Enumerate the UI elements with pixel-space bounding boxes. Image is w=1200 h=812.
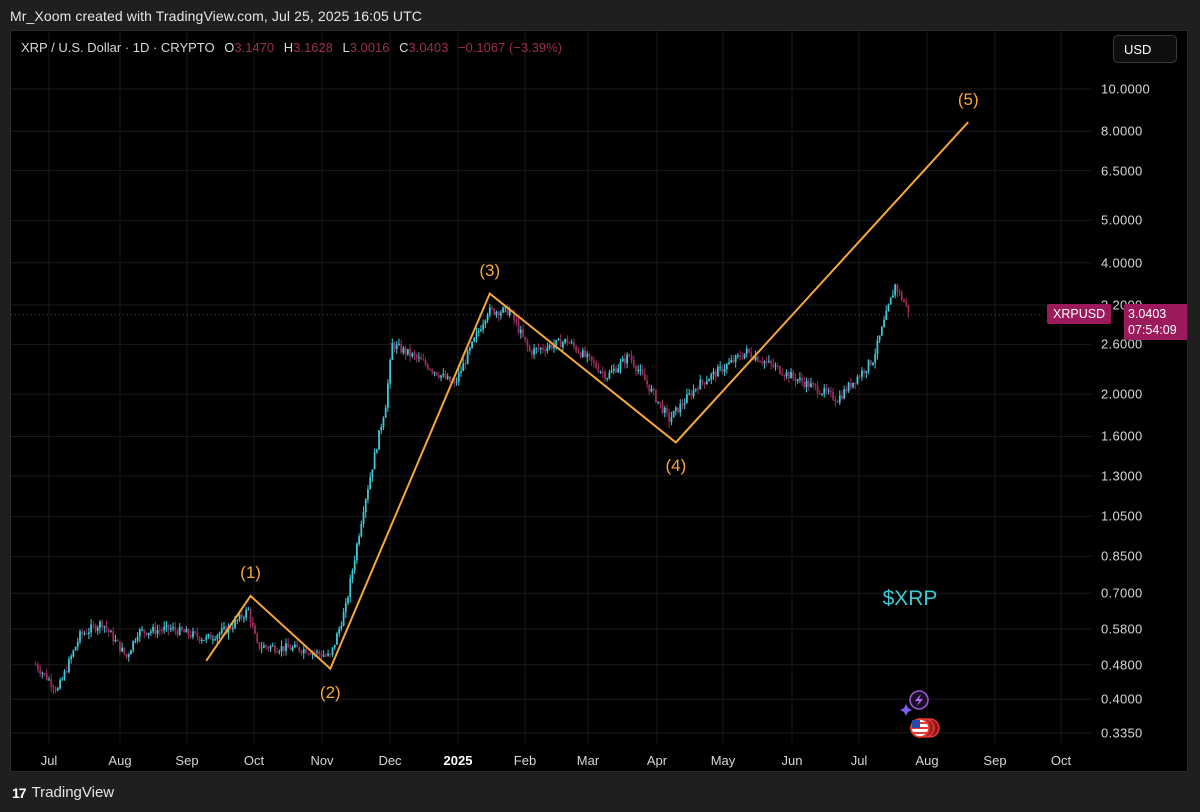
price-chart[interactable] [11, 31, 1188, 772]
price-tick: 1.6000 [1101, 428, 1143, 444]
open-label: O [224, 40, 235, 55]
time-tick: Dec [378, 753, 402, 768]
price-tick: 5.0000 [1101, 212, 1143, 228]
xrp-text-annotation[interactable]: $XRP [882, 587, 938, 610]
symbol-price-label: XRPUSD [1047, 304, 1112, 324]
low-label: L [342, 40, 350, 55]
bar-countdown: 07:54:09 [1128, 323, 1177, 337]
price-tick: 0.3350 [1101, 725, 1143, 741]
symbol-legend: XRP / U.S. Dollar · 1D · CRYPTO O3.1470 … [21, 40, 562, 55]
wave-label[interactable]: (5) [957, 90, 979, 110]
wave-label[interactable]: (3) [479, 260, 501, 280]
time-tick: Feb [513, 753, 537, 768]
time-tick: Apr [646, 753, 668, 768]
us-flag-icon[interactable] [910, 718, 940, 738]
time-tick: Oct [1050, 753, 1072, 768]
chart-caption: Mr_Xoom created with TradingView.com, Ju… [10, 8, 422, 24]
price-tick: 0.8500 [1101, 548, 1143, 564]
time-tick: Aug [108, 753, 132, 768]
price-tick: 10.0000 [1101, 81, 1151, 97]
candles [34, 283, 910, 695]
time-tick: Jul [40, 753, 58, 768]
price-tick: 0.7000 [1101, 585, 1143, 601]
event-markers[interactable] [894, 687, 944, 747]
tradingview-logo-icon: 17 [12, 784, 27, 801]
price-tick: 2.0000 [1101, 386, 1143, 402]
time-tick: May [710, 753, 736, 768]
currency-button[interactable]: USD [1113, 35, 1177, 63]
open-value: 3.1470 [234, 40, 275, 55]
price-tick: 0.4000 [1101, 691, 1143, 707]
wave-label[interactable]: (1) [240, 562, 261, 582]
time-tick: Sep [983, 753, 1007, 768]
time-tick: Jul [850, 753, 868, 768]
price-tick: 4.0000 [1101, 255, 1143, 271]
high-value: 3.1628 [293, 40, 333, 55]
price-tick: 8.0000 [1101, 123, 1143, 139]
time-tick: 2025 [443, 753, 473, 768]
wave-label[interactable]: (4) [665, 456, 687, 476]
time-tick: Jun [781, 753, 803, 768]
time-tick: Nov [310, 753, 334, 768]
time-tick: Aug [915, 753, 939, 768]
time-tick: Sep [175, 753, 199, 768]
high-label: H [283, 40, 294, 55]
time-tick: Mar [576, 753, 600, 768]
low-value: 3.0016 [349, 40, 390, 55]
last-price-label: 3.0403 07:54:09 [1124, 304, 1187, 340]
price-tick: 1.3000 [1101, 468, 1143, 484]
symbol-title: XRP / U.S. Dollar · 1D · CRYPTO [21, 40, 215, 55]
elliott-wave-line [205, 121, 969, 671]
price-tick: 0.4800 [1101, 657, 1143, 673]
lightning-icon[interactable] [900, 690, 929, 716]
close-value: 3.0403 [408, 40, 449, 55]
price-tick: 1.0500 [1101, 508, 1143, 524]
price-tick: 0.5800 [1101, 621, 1143, 637]
change-value: −0.1067 (−3.39%) [457, 40, 563, 55]
close-label: C [399, 40, 409, 55]
price-tick: 6.5000 [1101, 163, 1143, 179]
last-price: 3.0403 [1128, 307, 1167, 321]
price-tick: 2.6000 [1101, 336, 1143, 352]
tradingview-footer: 17 TradingView [12, 784, 114, 801]
tradingview-brand: TradingView [31, 784, 115, 801]
chart-pane[interactable]: XRP / U.S. Dollar · 1D · CRYPTO O3.1470 … [10, 30, 1188, 772]
wave-label[interactable]: (2) [319, 682, 341, 702]
time-tick: Oct [243, 753, 265, 768]
